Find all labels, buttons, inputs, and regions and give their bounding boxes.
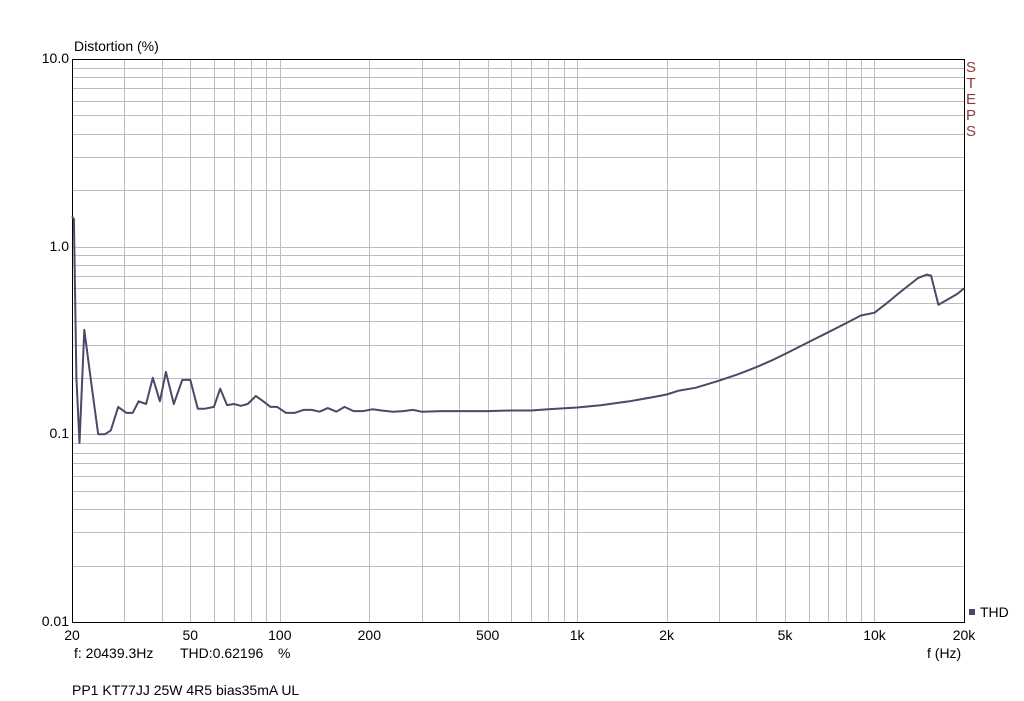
grid-lines xyxy=(72,59,964,622)
x-tick-label: 50 xyxy=(182,627,199,643)
x-tick-label: 100 xyxy=(268,627,292,643)
legend-thd-label: THD xyxy=(980,604,1009,620)
series-line-thd xyxy=(71,215,965,444)
y-tick-label: 0.1 xyxy=(49,425,69,442)
x-tick-label: 1k xyxy=(569,627,585,643)
cursor-thd-readout: THD:0.62196 xyxy=(180,645,264,661)
legend-thd-swatch xyxy=(969,609,975,615)
y-tick-label: 1.0 xyxy=(49,237,69,254)
x-tick-label: 200 xyxy=(357,627,382,643)
x-tick-label: 20k xyxy=(952,627,976,643)
cursor-unit-readout: % xyxy=(278,645,291,661)
x-tick-label: 500 xyxy=(475,627,500,643)
chart-caption: PP1 KT77JJ 25W 4R5 bias35mA UL xyxy=(72,682,300,698)
x-tick-label: 5k xyxy=(777,627,793,643)
cursor-frequency-readout: f: 20439.3Hz xyxy=(74,645,154,661)
x-tick-label: 20 xyxy=(64,627,80,643)
x-tick-label: 10k xyxy=(863,627,886,643)
y-tick-label: 10.0 xyxy=(41,50,69,66)
y-axis-title: Distortion (%) xyxy=(74,38,159,54)
plot-frame xyxy=(72,59,965,623)
x-axis-title: f (Hz) xyxy=(927,645,962,661)
series-layer xyxy=(71,215,965,444)
y-tick-label: 0.01 xyxy=(41,613,69,629)
x-tick-label: 2k xyxy=(659,627,675,643)
